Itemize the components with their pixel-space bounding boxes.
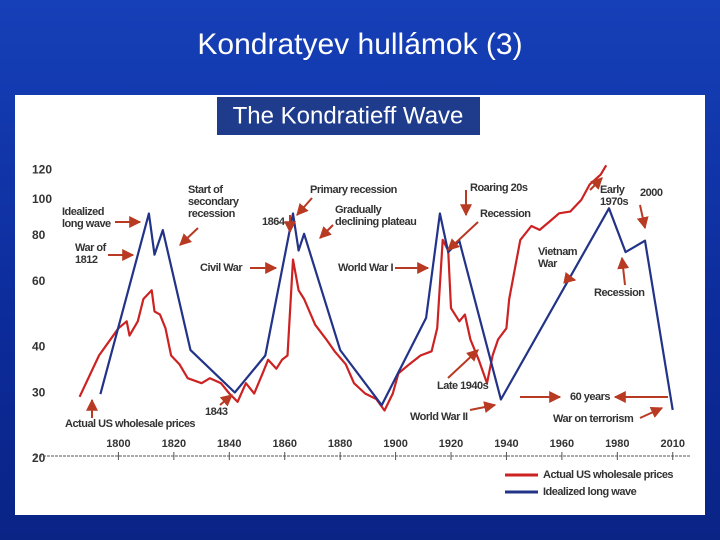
x-tick-label: 1900 bbox=[383, 438, 407, 450]
series-line bbox=[78, 164, 608, 412]
y-tick-label: 20 bbox=[32, 451, 46, 465]
annotation: Recession bbox=[480, 208, 531, 220]
annotation: Actual US wholesale prices bbox=[65, 418, 195, 430]
annotation: Start of bbox=[188, 184, 223, 196]
annotation: Recession bbox=[594, 287, 645, 299]
annotation: 1843 bbox=[205, 406, 228, 418]
annotation-arrow bbox=[636, 204, 649, 230]
legend-label: Idealized long wave bbox=[543, 486, 637, 498]
annotation: World War I bbox=[338, 262, 393, 274]
annotation: World War II bbox=[410, 411, 468, 423]
y-tick-label: 40 bbox=[32, 339, 46, 353]
x-tick-label: 1940 bbox=[494, 438, 518, 450]
annotation: 1970s bbox=[600, 196, 628, 208]
y-tick-label: 30 bbox=[32, 386, 46, 400]
annotation: Vietnam bbox=[538, 246, 578, 258]
annotation: 60 years bbox=[570, 391, 610, 403]
annotation: Roaring 20s bbox=[470, 182, 528, 194]
annotation: recession bbox=[188, 208, 236, 220]
x-tick-label: 1800 bbox=[106, 438, 130, 450]
annotation-arrow bbox=[179, 227, 199, 246]
title-banner bbox=[217, 97, 480, 135]
annotation-arrow bbox=[563, 271, 577, 284]
x-tick-label: 1820 bbox=[162, 438, 186, 450]
y-tick-label: 100 bbox=[32, 192, 52, 206]
chart-title: The Kondratieff Wave bbox=[233, 102, 464, 129]
y-tick-label: 60 bbox=[32, 274, 46, 288]
y-tick-label: 120 bbox=[32, 163, 52, 177]
annotation-arrow bbox=[589, 177, 603, 191]
annotation: 1812 bbox=[75, 254, 98, 266]
annotation: Idealized bbox=[62, 206, 104, 218]
annotation-arrow bbox=[319, 224, 334, 239]
x-tick-label: 1980 bbox=[605, 438, 629, 450]
chart-panel bbox=[15, 95, 705, 515]
annotation: Civil War bbox=[200, 262, 243, 274]
slide-title: Kondratyev hullámok (3) bbox=[197, 28, 523, 61]
annotation-arrow bbox=[296, 197, 313, 216]
x-tick-label: 1840 bbox=[217, 438, 241, 450]
annotation: secondary bbox=[188, 196, 240, 208]
x-tick-label: 1880 bbox=[328, 438, 352, 450]
annotation-arrow bbox=[617, 256, 630, 286]
annotation: 2000 bbox=[640, 187, 663, 199]
annotation: Gradually bbox=[335, 204, 383, 216]
annotation: 1864 bbox=[262, 216, 286, 228]
x-tick-label: 1960 bbox=[550, 438, 574, 450]
y-tick-label: 80 bbox=[32, 228, 46, 242]
annotation: Early bbox=[600, 184, 626, 196]
annotation-arrow bbox=[219, 394, 233, 407]
annotation: War bbox=[538, 258, 558, 270]
legend-label: Actual US wholesale prices bbox=[543, 469, 673, 481]
x-tick-label: 2010 bbox=[660, 438, 684, 450]
annotation: long wave bbox=[62, 218, 111, 230]
annotation-arrow bbox=[447, 221, 479, 251]
x-tick-label: 1920 bbox=[439, 438, 463, 450]
annotation-arrow bbox=[469, 401, 497, 414]
annotation: Late 1940s bbox=[437, 380, 489, 392]
annotation: Primary recession bbox=[310, 184, 398, 196]
annotation: War on terrorism bbox=[553, 413, 634, 425]
annotation-arrow bbox=[447, 349, 479, 379]
annotation: War of bbox=[75, 242, 107, 254]
x-tick-label: 1860 bbox=[272, 438, 296, 450]
annotation-arrow bbox=[639, 407, 664, 419]
annotation: declining plateau bbox=[335, 216, 416, 228]
